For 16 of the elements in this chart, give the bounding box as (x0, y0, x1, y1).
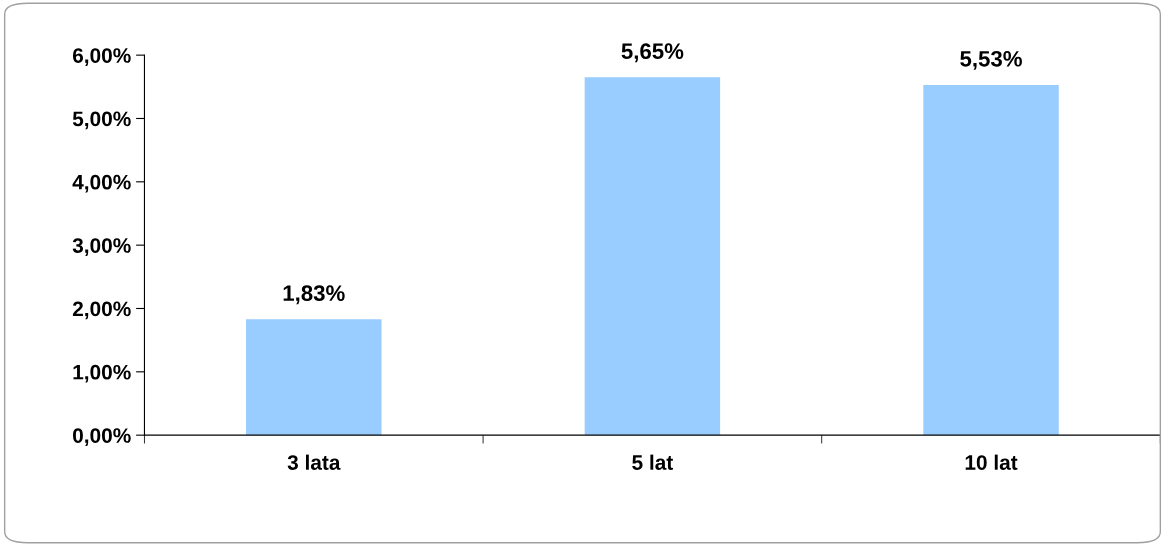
x-tick-label: 5 lat (632, 454, 673, 470)
x-tick-label: 10 lat (965, 454, 1018, 470)
bar (584, 77, 721, 436)
bar (923, 84, 1059, 436)
data-label: 1,83% (283, 285, 345, 305)
bar (246, 319, 382, 436)
data-label: 5,65% (621, 43, 684, 63)
y-tick-label: 4,00% (72, 174, 131, 193)
data-label: 5,53% (960, 50, 1022, 70)
y-tick-label: 6,00% (72, 48, 131, 66)
y-tick-label: 0,00% (73, 428, 131, 446)
x-tick-label: 3 lata (287, 454, 341, 470)
y-tick-label: 5,00% (72, 111, 131, 130)
y-tick-label: 1,00% (73, 364, 131, 383)
y-tick-label: 3,00% (72, 238, 131, 256)
y-tick-label: 2,00% (72, 301, 131, 320)
